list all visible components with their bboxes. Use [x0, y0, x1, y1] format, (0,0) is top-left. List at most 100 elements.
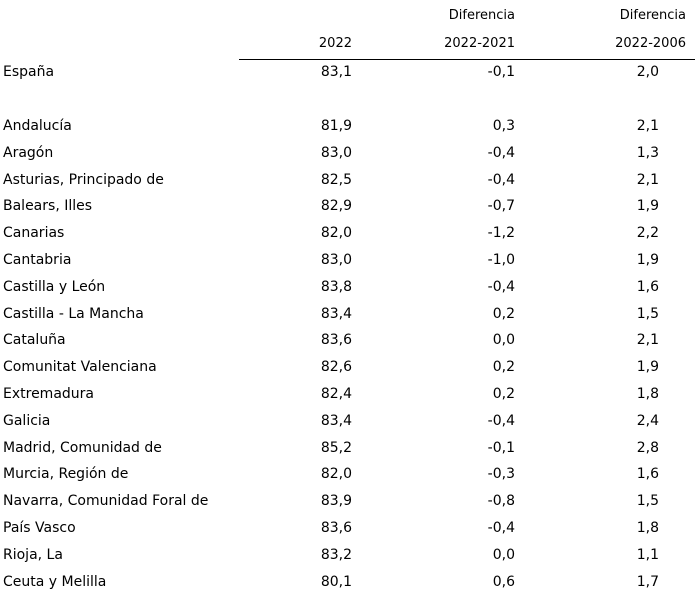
row-diff-2006: 2,8	[636, 439, 659, 456]
row-name: Murcia, Región de	[3, 466, 129, 483]
row-diff-2021: -0,4	[487, 412, 515, 429]
row-name: Cataluña	[3, 332, 66, 349]
table-row: Balears, Illes 82,9 -0,7 1,9	[0, 195, 695, 217]
row-value-2022: 83,6	[320, 332, 352, 349]
row-diff-2021: -0,4	[487, 144, 515, 161]
table-row: Andalucía 81,9 0,3 2,1	[0, 115, 695, 137]
row-diff-2021: -1,0	[487, 252, 515, 268]
row-diff-2006: 1,6	[636, 466, 659, 483]
row-value-2022: 82,0	[320, 466, 352, 483]
table-row: Rioja, La 83,2 0,0 1,1	[0, 544, 695, 566]
row-diff-2006: 1,5	[636, 493, 659, 510]
table-row: Cantabria 83,0 -1,0 1,9	[0, 249, 695, 271]
table-row: Ceuta y Melilla 80,1 0,6 1,7	[0, 571, 695, 593]
row-name: Castilla - La Mancha	[3, 305, 144, 322]
row-name: Castilla y León	[3, 278, 106, 295]
table-row: Galicia 83,4 -0,4 2,4	[0, 410, 695, 432]
table-row: Navarra, Comunidad Foral de 83,9 -0,8 1,5	[0, 490, 695, 512]
row-name: Extremadura	[3, 386, 94, 402]
table-row: Murcia, Región de 82,0 -0,3 1,6	[0, 463, 695, 485]
row-value-2022: 82,6	[320, 359, 352, 376]
row-diff-2006: 2,2	[636, 225, 659, 242]
row-diff-2006: 1,1	[636, 546, 659, 563]
row-diff-2006: 2,1	[636, 171, 659, 188]
row-diff-2006: 2,1	[636, 332, 659, 349]
row-diff-2006: 1,9	[636, 252, 659, 268]
table-row-total: España 83,1 -0,1 2,0	[0, 61, 695, 83]
row-diff-2006: 1,9	[636, 198, 659, 215]
row-name: País Vasco	[3, 520, 76, 536]
row-diff-2021: -0,4	[487, 278, 515, 295]
row-value-2022: 83,4	[320, 412, 352, 429]
row-diff-2006: 1,9	[636, 359, 659, 376]
row-diff-2021: -1,2	[487, 225, 515, 242]
row-diff-2021: 0,2	[492, 305, 515, 322]
row-diff-2021: 0,3	[492, 118, 515, 134]
header-col2-line2: 2022-2021	[444, 36, 515, 51]
row-value-2022: 80,1	[320, 573, 352, 590]
row-value-2022: 83,2	[320, 546, 352, 563]
row-name: Asturias, Principado de	[3, 171, 164, 188]
row-diff-2021: -0,1	[487, 439, 515, 456]
table-row: País Vasco 83,6 -0,4 1,8	[0, 517, 695, 539]
row-diff-2021: -0,4	[487, 171, 515, 188]
row-diff-2021: -0,8	[487, 493, 515, 510]
row-value-2022: 83,0	[320, 144, 352, 161]
row-value-2022: 83,4	[320, 305, 352, 322]
row-value-2022: 83,8	[320, 278, 352, 295]
row-name: Comunitat Valenciana	[3, 359, 157, 376]
row-name: Canarias	[3, 225, 65, 242]
row-value-2022: 83,1	[320, 64, 352, 80]
row-name: Galicia	[3, 412, 51, 429]
row-diff-2021: 0,6	[492, 573, 515, 590]
row-diff-2021: -0,7	[487, 198, 515, 215]
row-value-2022: 83,0	[320, 252, 352, 268]
table-row: Castilla y León 83,8 -0,4 1,6	[0, 276, 695, 298]
row-diff-2006: 1,3	[636, 144, 659, 161]
table-row: Madrid, Comunidad de 85,2 -0,1 2,8	[0, 437, 695, 459]
table-row: Asturias, Principado de 82,5 -0,4 2,1	[0, 169, 695, 191]
row-diff-2006: 1,8	[636, 386, 659, 402]
table-row: Canarias 82,0 -1,2 2,2	[0, 222, 695, 244]
row-diff-2021: -0,1	[487, 64, 515, 80]
row-diff-2006: 2,4	[636, 412, 659, 429]
table-row: Cataluña 83,6 0,0 2,1	[0, 329, 695, 351]
row-value-2022: 82,9	[320, 198, 352, 215]
row-name: Navarra, Comunidad Foral de	[3, 493, 209, 510]
row-name: Ceuta y Melilla	[3, 573, 107, 590]
row-value-2022: 82,5	[320, 171, 352, 188]
row-diff-2021: -0,3	[487, 466, 515, 483]
row-name: España	[3, 64, 55, 80]
row-value-2022: 83,6	[320, 520, 352, 536]
row-name: Madrid, Comunidad de	[3, 439, 162, 456]
row-value-2022: 82,4	[320, 386, 352, 402]
row-diff-2021: -0,4	[487, 520, 515, 536]
header-col2-line1: Diferencia	[448, 8, 515, 23]
header-col3-line1: Diferencia	[619, 8, 686, 23]
row-name: Cantabria	[3, 252, 72, 268]
row-diff-2021: 0,0	[492, 546, 515, 563]
row-diff-2006: 1,6	[636, 278, 659, 295]
header-col3-line2: 2022-2006	[615, 36, 686, 51]
row-value-2022: 82,0	[320, 225, 352, 242]
row-name: Balears, Illes	[3, 198, 93, 215]
table-row: Comunitat Valenciana 82,6 0,2 1,9	[0, 356, 695, 378]
row-diff-2006: 2,0	[636, 64, 659, 80]
row-value-2022: 83,9	[320, 493, 352, 510]
table-row: Aragón 83,0 -0,4 1,3	[0, 142, 695, 164]
row-name: Rioja, La	[3, 546, 63, 563]
row-value-2022: 81,9	[320, 118, 352, 134]
header-col1-year: 2022	[318, 36, 352, 51]
row-name: Andalucía	[3, 118, 72, 134]
row-diff-2021: 0,0	[492, 332, 515, 349]
table-row: Extremadura 82,4 0,2 1,8	[0, 383, 695, 405]
row-diff-2006: 2,1	[636, 118, 659, 134]
header-divider	[239, 59, 695, 60]
row-name: Aragón	[3, 144, 54, 161]
row-diff-2021: 0,2	[492, 386, 515, 402]
row-value-2022: 85,2	[320, 439, 352, 456]
table-row: Castilla - La Mancha 83,4 0,2 1,5	[0, 303, 695, 325]
row-diff-2006: 1,7	[636, 573, 659, 590]
row-diff-2021: 0,2	[492, 359, 515, 376]
